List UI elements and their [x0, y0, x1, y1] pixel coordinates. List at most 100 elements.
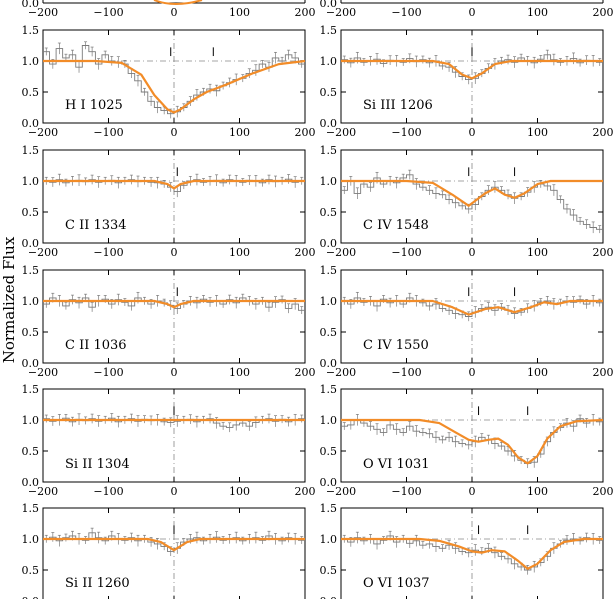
y-tick-label: 1.5: [22, 502, 40, 515]
y-tick-label: 0.5: [320, 445, 338, 458]
y-tick-label: 0.0: [22, 0, 40, 10]
x-tick-label: 200: [295, 6, 316, 19]
x-tick-label: 200: [593, 366, 614, 379]
y-tick-label: 1.0: [22, 175, 40, 188]
x-tick-label: −200: [28, 485, 58, 498]
x-tick-label: −100: [93, 126, 123, 139]
panel-label: H I 1025: [65, 98, 123, 113]
y-tick-label: 1.5: [320, 144, 338, 157]
panel-top-partial-2: −200 −100 0 100 200 0.0: [320, 0, 614, 19]
y-tick-label: 0.5: [320, 564, 338, 577]
panel-label: Si III 1206: [363, 98, 433, 113]
x-tick-label: 100: [527, 366, 548, 379]
y-tick-label: 0.0: [22, 237, 40, 250]
y-tick-label: 0.5: [22, 326, 40, 339]
x-tick-label: 200: [593, 485, 614, 498]
model-fit-line: [43, 537, 305, 552]
panel-si-ii-1304: 0.0 0.5 1.0 1.5 −200 −100 0 100 200 Si II 1304: [22, 383, 316, 498]
x-tick-label: −200: [28, 246, 58, 259]
y-tick-label: 1.5: [320, 502, 338, 515]
y-tick-label: 0.0: [22, 357, 40, 370]
x-tick-label: 0: [171, 6, 178, 19]
x-tick-label: 100: [229, 366, 250, 379]
x-tick-label: 0: [171, 366, 178, 379]
x-tick-label: 0: [469, 246, 476, 259]
x-tick-label: 200: [593, 6, 614, 19]
x-tick-label: 0: [171, 126, 178, 139]
x-tick-label: −200: [326, 485, 356, 498]
panel-grid: 0.0 0.5 1.0 1.5 −200 −100 0 100 200 H I 1025 0.0 0.…: [22, 0, 614, 599]
y-tick-label: 0.5: [320, 206, 338, 219]
x-tick-label: −200: [28, 366, 58, 379]
x-tick-label: −100: [93, 246, 123, 259]
x-tick-label: −200: [326, 246, 356, 259]
x-tick-label: 100: [527, 6, 548, 19]
y-axis-label: Normalized Flux: [0, 236, 18, 363]
x-tick-label: −100: [391, 6, 421, 19]
y-tick-label: 0.0: [22, 117, 40, 130]
y-tick-label: 0.5: [320, 326, 338, 339]
panel-label: O VI 1031: [363, 457, 430, 472]
model-fit-line: [341, 299, 603, 316]
panel-label: Si II 1260: [65, 576, 130, 591]
panel-label: O VI 1037: [363, 576, 430, 591]
y-tick-label: 1.0: [320, 55, 338, 68]
x-tick-label: 200: [593, 246, 614, 259]
model-fit-line: [341, 537, 603, 570]
x-tick-label: 0: [469, 485, 476, 498]
y-tick-label: 0.5: [22, 86, 40, 99]
x-tick-label: 200: [295, 246, 316, 259]
panel-c-iv-1548: 0.0 0.5 1.0 1.5 −200 −100 0 100 200 C IV 1548: [320, 144, 614, 259]
model-fit-line: [43, 299, 305, 309]
x-tick-label: 100: [527, 126, 548, 139]
y-tick-label: 0.0: [320, 237, 338, 250]
x-tick-label: 0: [469, 6, 476, 19]
panel-label: C II 1036: [65, 338, 127, 353]
y-tick-label: 1.0: [22, 533, 40, 546]
panel-si-iii-1206: 0.0 0.5 1.0 1.5 −200 −100 0 100 200 Si III 1206: [320, 24, 614, 139]
x-tick-label: −100: [93, 6, 123, 19]
x-tick-label: −200: [326, 126, 356, 139]
y-tick-label: 1.0: [22, 414, 40, 427]
x-tick-label: 200: [295, 126, 316, 139]
x-tick-label: 200: [593, 126, 614, 139]
y-tick-label: 1.0: [320, 175, 338, 188]
model-fit-tail: [153, 0, 203, 5]
y-tick-label: 1.0: [320, 533, 338, 546]
y-tick-label: 0.5: [22, 206, 40, 219]
y-tick-label: 1.5: [320, 383, 338, 396]
panel-top-partial-1: −200 −100 0 100 200 0.0: [22, 0, 316, 19]
x-tick-label: −100: [93, 485, 123, 498]
y-tick-label: 0.0: [22, 476, 40, 489]
y-tick-label: 0.0: [320, 595, 338, 599]
x-tick-label: −100: [391, 485, 421, 498]
x-tick-label: 100: [527, 246, 548, 259]
y-tick-label: 1.5: [22, 264, 40, 277]
y-tick-label: 0.0: [320, 357, 338, 370]
x-tick-label: −200: [326, 6, 356, 19]
y-tick-label: 0.5: [22, 564, 40, 577]
x-tick-label: −100: [391, 126, 421, 139]
panel-c-ii-1036: 0.0 0.5 1.0 1.5 −200 −100 0 100 200 C II 1036: [22, 264, 316, 379]
model-fit-line: [341, 59, 603, 80]
x-tick-label: 100: [229, 485, 250, 498]
y-tick-label: 0.5: [320, 86, 338, 99]
y-tick-label: 1.5: [320, 264, 338, 277]
panel-label: Si II 1304: [65, 457, 130, 472]
y-tick-label: 1.5: [22, 24, 40, 37]
x-tick-label: −100: [391, 366, 421, 379]
model-fit-line: [341, 418, 604, 465]
x-tick-label: 200: [295, 366, 316, 379]
x-tick-label: 0: [469, 366, 476, 379]
x-tick-label: −200: [326, 366, 356, 379]
model-fit-line: [43, 179, 305, 190]
x-tick-label: 100: [229, 126, 250, 139]
y-tick-label: 1.0: [22, 295, 40, 308]
panel-label: C II 1334: [65, 218, 127, 233]
y-tick-label: 1.5: [320, 24, 338, 37]
x-tick-label: 200: [295, 485, 316, 498]
y-tick-label: 0.0: [320, 476, 338, 489]
